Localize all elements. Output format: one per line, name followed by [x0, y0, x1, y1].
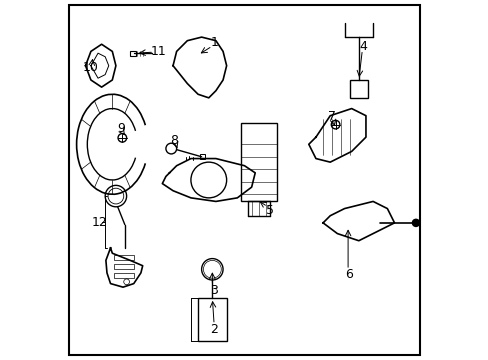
Text: 9: 9	[117, 122, 125, 135]
Text: 6: 6	[345, 268, 352, 281]
Bar	[114, 273, 134, 278]
Bar	[114, 264, 134, 269]
Text: 11: 11	[150, 45, 165, 58]
Bar	[130, 51, 136, 56]
Bar	[114, 255, 134, 260]
Text: 10: 10	[82, 61, 98, 74]
Text: 1: 1	[210, 36, 218, 49]
Bar	[200, 154, 205, 159]
Text: 8: 8	[169, 134, 178, 147]
Bar	[241, 123, 276, 202]
Bar	[198, 298, 226, 341]
Text: 12: 12	[92, 216, 107, 229]
Text: 2: 2	[210, 323, 218, 336]
Text: 4: 4	[359, 40, 366, 53]
Text: 7: 7	[327, 110, 335, 123]
Text: 5: 5	[265, 204, 274, 217]
Circle shape	[411, 219, 419, 226]
Bar	[349, 80, 367, 98]
Text: 3: 3	[210, 284, 218, 297]
